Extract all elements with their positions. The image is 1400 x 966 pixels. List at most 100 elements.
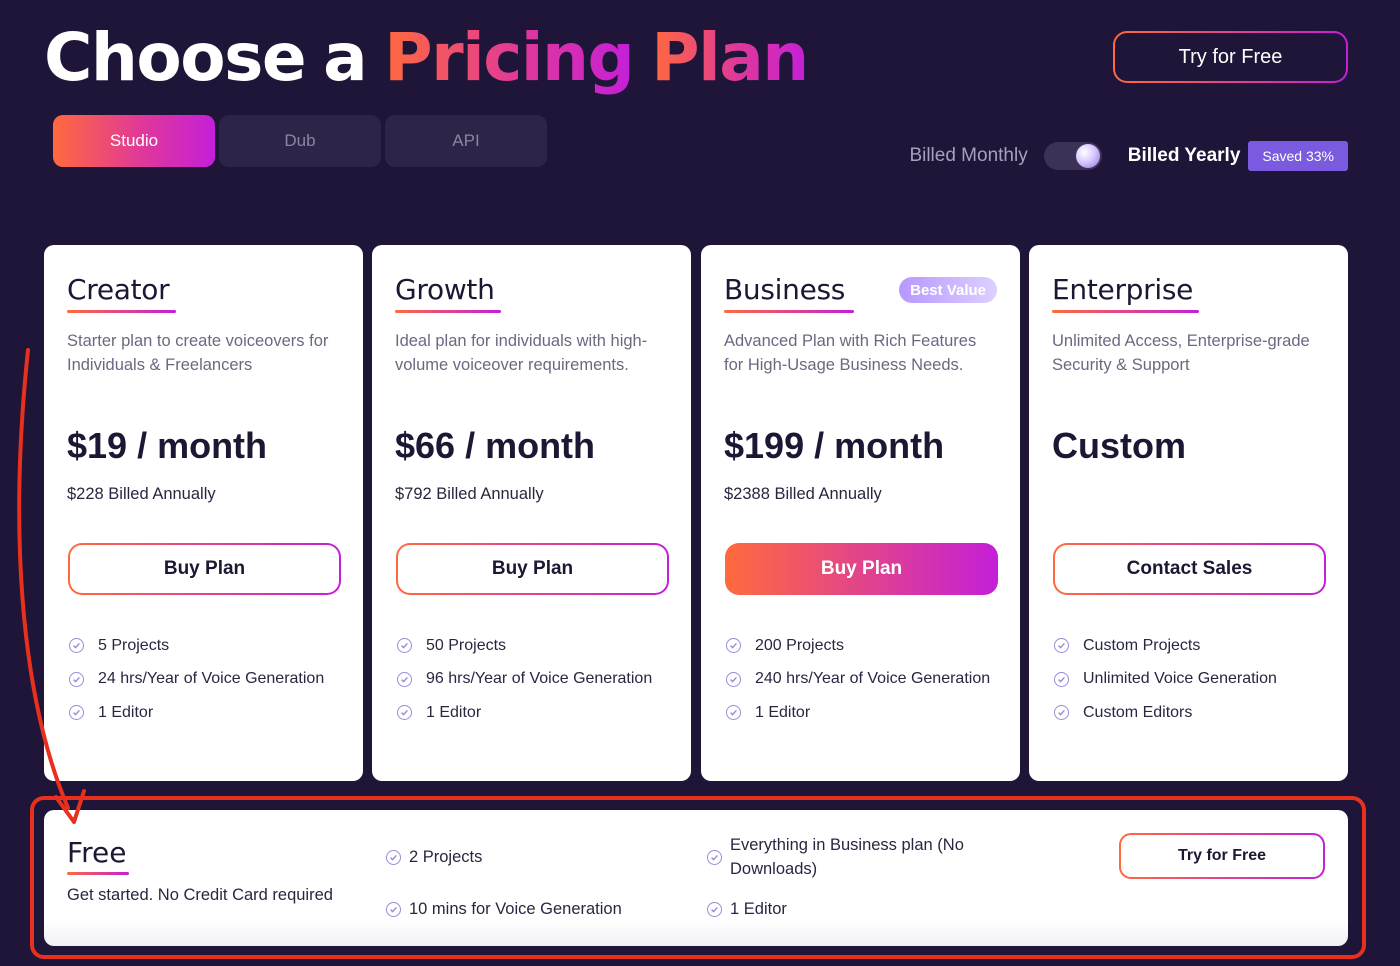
feature-item: 24 hrs/Year of Voice Generation — [69, 663, 353, 697]
plan-name: Business — [724, 273, 846, 306]
feature-text: 240 hrs/Year of Voice Generation — [755, 670, 991, 688]
free-feature-item: 10 mins for Voice Generation — [386, 897, 622, 921]
feature-item: 200 Projects — [726, 629, 1010, 663]
plan-name: Creator — [67, 273, 170, 306]
feature-item: Custom Projects — [1054, 629, 1338, 663]
feature-text: 5 Projects — [98, 636, 170, 654]
plan-annual-price: $228 Billed Annually — [67, 485, 216, 503]
feature-item: 5 Projects — [69, 629, 353, 663]
free-feature-text: Everything in Business plan (No Download… — [730, 836, 964, 878]
title-word-a: a — [323, 19, 368, 96]
buy-plan-label: Buy Plan — [70, 545, 339, 593]
free-feature-item: 2 Projects — [386, 845, 482, 869]
feature-list: 200 Projects 240 hrs/Year of Voice Gener… — [726, 629, 1010, 730]
best-value-badge: Best Value — [899, 277, 997, 303]
title-word-choose: Choose — [44, 19, 307, 96]
free-feature-item: 1 Editor — [707, 897, 787, 921]
billing-toggle-switch[interactable] — [1043, 142, 1102, 170]
free-feature-item: Everything in Business plan (No Download… — [707, 833, 1007, 881]
product-tabs: Studio Dub API — [53, 115, 547, 167]
plan-price: $66 / month — [395, 425, 596, 466]
billing-toggle-group: Billed Monthly Billed Yearly Saved 33% — [909, 141, 1348, 171]
free-try-for-free-label: Try for Free — [1121, 835, 1323, 877]
free-feature-text: 1 Editor — [730, 900, 787, 918]
title-word-plan: Plan — [651, 19, 809, 96]
plan-price: Custom — [1052, 425, 1186, 466]
buy-plan-button[interactable]: Buy Plan — [68, 543, 341, 595]
feature-item: 1 Editor — [726, 696, 1010, 730]
plan-description: Advanced Plan with Rich Features for Hig… — [724, 332, 977, 374]
plan-price: $199 / month — [724, 425, 945, 466]
tab-studio[interactable]: Studio — [53, 115, 215, 167]
check-circle-icon — [1054, 671, 1069, 687]
check-circle-icon — [397, 705, 412, 721]
free-plan-name: Free — [67, 836, 127, 869]
buy-plan-label: Buy Plan — [398, 545, 667, 593]
check-circle-icon — [726, 671, 741, 687]
feature-item: Unlimited Voice Generation — [1054, 663, 1338, 697]
plan-name: Enterprise — [1052, 273, 1194, 306]
plan-description: Unlimited Access, Enterprise-grade Secur… — [1052, 332, 1310, 374]
tab-dub[interactable]: Dub — [219, 115, 381, 167]
feature-text: 50 Projects — [426, 636, 507, 654]
feature-item: 96 hrs/Year of Voice Generation — [397, 663, 681, 697]
plan-card-business: Business Best Value Advanced Plan with R… — [701, 245, 1020, 781]
plan-name: Growth — [395, 273, 495, 306]
feature-list: 5 Projects 24 hrs/Year of Voice Generati… — [69, 629, 353, 730]
buy-plan-button[interactable]: Buy Plan — [725, 543, 998, 595]
check-circle-icon — [386, 901, 401, 917]
check-circle-icon — [386, 849, 401, 865]
plan-annual-price: $2388 Billed Annually — [724, 485, 882, 503]
feature-text: 24 hrs/Year of Voice Generation — [98, 670, 325, 688]
check-circle-icon — [726, 705, 741, 721]
feature-list: 50 Projects 96 hrs/Year of Voice Generat… — [397, 629, 681, 730]
billed-yearly-label[interactable]: Billed Yearly — [1127, 145, 1241, 166]
header-try-for-free-label: Try for Free — [1115, 33, 1346, 81]
billed-monthly-label[interactable]: Billed Monthly — [909, 145, 1028, 166]
check-circle-icon — [69, 671, 84, 687]
check-circle-icon — [726, 638, 741, 654]
plan-card-enterprise: Enterprise Unlimited Access, Enterprise-… — [1029, 245, 1348, 781]
feature-item: 50 Projects — [397, 629, 681, 663]
plan-description: Starter plan to create voiceovers for In… — [67, 332, 329, 374]
feature-text: 1 Editor — [755, 703, 811, 721]
check-circle-icon — [69, 638, 84, 654]
feature-item: 1 Editor — [69, 696, 353, 730]
free-feature-text: 2 Projects — [409, 848, 483, 866]
plan-name-underline — [1052, 310, 1199, 313]
header-try-for-free-button[interactable]: Try for Free — [1113, 31, 1348, 83]
feature-text: 200 Projects — [755, 636, 844, 654]
feature-item: 1 Editor — [397, 696, 681, 730]
contact-sales-label: Contact Sales — [1055, 545, 1324, 593]
toggle-knob — [1075, 144, 1100, 168]
page-title: Choose a Pricing Plan — [44, 18, 809, 98]
feature-text: Custom Editors — [1083, 703, 1193, 721]
check-circle-icon — [397, 638, 412, 654]
plan-name-underline — [724, 310, 854, 313]
plan-name-underline — [67, 310, 176, 313]
check-circle-icon — [707, 849, 722, 865]
feature-text: 1 Editor — [98, 703, 154, 721]
contact-sales-button[interactable]: Contact Sales — [1053, 543, 1326, 595]
check-circle-icon — [397, 671, 412, 687]
title-word-pricing: Pricing — [384, 19, 635, 96]
feature-item: Custom Editors — [1054, 696, 1338, 730]
plan-card-creator: Creator Starter plan to create voiceover… — [44, 245, 363, 781]
feature-text: Unlimited Voice Generation — [1083, 670, 1277, 688]
free-try-for-free-button[interactable]: Try for Free — [1119, 833, 1325, 879]
feature-text: Custom Projects — [1083, 636, 1201, 654]
tab-api[interactable]: API — [385, 115, 547, 167]
plan-price: $19 / month — [67, 425, 268, 466]
free-plan-card: Free Get started. No Credit Card require… — [44, 810, 1348, 946]
check-circle-icon — [707, 901, 722, 917]
free-plan-description: Get started. No Credit Card required — [67, 886, 333, 904]
plan-card-growth: Growth Ideal plan for individuals with h… — [372, 245, 691, 781]
buy-plan-button[interactable]: Buy Plan — [396, 543, 669, 595]
check-circle-icon — [69, 705, 84, 721]
plan-description: Ideal plan for individuals with high-vol… — [395, 332, 648, 374]
free-feature-text: 10 mins for Voice Generation — [409, 900, 622, 918]
check-circle-icon — [1054, 705, 1069, 721]
feature-item: 240 hrs/Year of Voice Generation — [726, 663, 1010, 697]
plan-annual-price: $792 Billed Annually — [395, 485, 544, 503]
feature-text: 1 Editor — [426, 703, 482, 721]
